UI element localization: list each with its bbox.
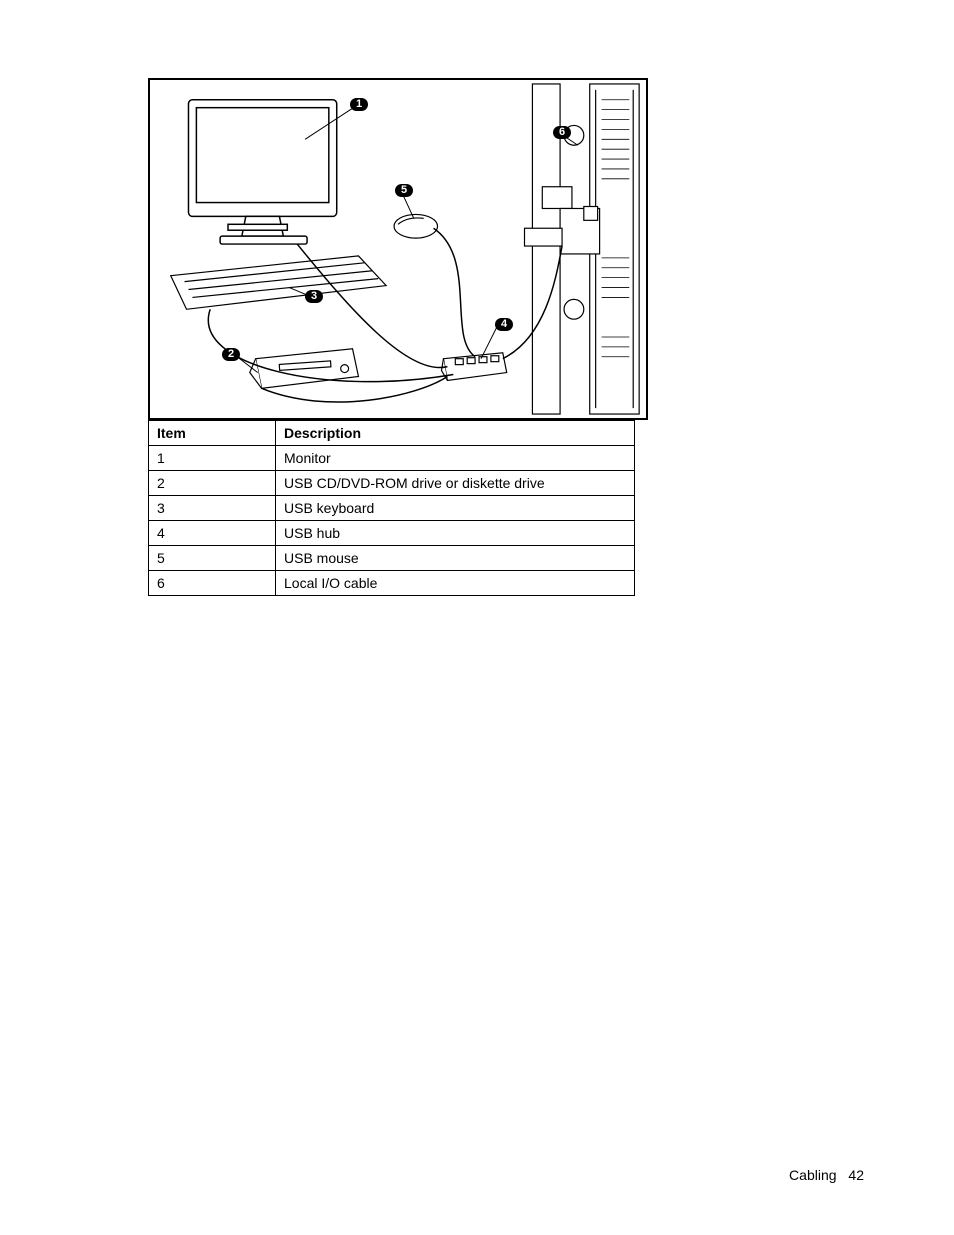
cell-item: 6: [149, 571, 276, 596]
callout-badge-2: 2: [222, 348, 240, 361]
cabling-diagram: 1 2 3 4 5 6: [148, 78, 648, 420]
callout-badge-6: 6: [553, 126, 571, 139]
table-row: 4 USB hub: [149, 521, 635, 546]
cell-item: 4: [149, 521, 276, 546]
cell-description: USB keyboard: [276, 496, 635, 521]
callout-badge-5: 5: [395, 184, 413, 197]
cell-item: 3: [149, 496, 276, 521]
cell-item: 5: [149, 546, 276, 571]
footer-page-number: 42: [848, 1167, 864, 1183]
table-row: 5 USB mouse: [149, 546, 635, 571]
footer-section: Cabling: [789, 1167, 836, 1183]
table-header-row: Item Description: [149, 421, 635, 446]
table-row: 6 Local I/O cable: [149, 571, 635, 596]
cell-item: 1: [149, 446, 276, 471]
cell-description: USB hub: [276, 521, 635, 546]
page: 1 2 3 4 5 6 Item Description 1 Monitor 2…: [0, 0, 954, 1235]
description-table: Item Description 1 Monitor 2 USB CD/DVD-…: [148, 420, 635, 596]
table-row: 3 USB keyboard: [149, 496, 635, 521]
cell-description: USB CD/DVD-ROM drive or diskette drive: [276, 471, 635, 496]
header-item: Item: [149, 421, 276, 446]
table-row: 2 USB CD/DVD-ROM drive or diskette drive: [149, 471, 635, 496]
callout-badge-1: 1: [350, 98, 368, 111]
callout-badge-4: 4: [495, 318, 513, 331]
cell-item: 2: [149, 471, 276, 496]
cell-description: USB mouse: [276, 546, 635, 571]
table-row: 1 Monitor: [149, 446, 635, 471]
page-footer: Cabling 42: [789, 1167, 864, 1183]
header-description: Description: [276, 421, 635, 446]
callout-badge-3: 3: [305, 290, 323, 303]
cell-description: Monitor: [276, 446, 635, 471]
cell-description: Local I/O cable: [276, 571, 635, 596]
